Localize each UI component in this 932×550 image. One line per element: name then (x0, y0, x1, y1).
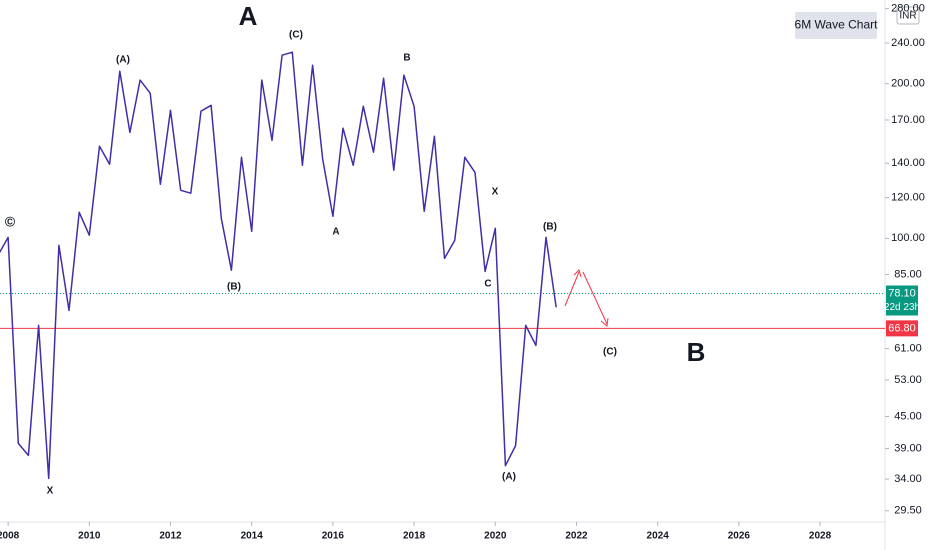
y-tick-label: 240.00 (891, 37, 925, 49)
price-label: 66.80 (888, 322, 916, 334)
x-tick-label: 2012 (159, 531, 182, 542)
y-tick-label: 200.00 (891, 78, 925, 90)
x-tick-label: 2014 (241, 531, 264, 542)
price-label: 78.10 (888, 287, 916, 299)
wave-label: X (47, 486, 54, 497)
price-line-series (0, 51, 557, 480)
wave-label: A (239, 1, 258, 31)
x-tick-label: 2008 (0, 531, 20, 542)
wave-label: (C) (603, 347, 617, 358)
x-tick-label: 2026 (728, 531, 751, 542)
y-tick-label: 280.00 (891, 3, 925, 15)
y-tick-label: 45.00 (894, 410, 922, 422)
wave-label: X (492, 187, 499, 198)
price-label-box (886, 320, 918, 337)
currency-box (896, 6, 920, 25)
price-label-box (886, 285, 918, 316)
wave-label: (A) (502, 472, 516, 483)
x-tick-label: 2018 (403, 531, 426, 542)
x-tick-label: 2020 (484, 531, 507, 542)
wave-label: (B) (227, 282, 241, 293)
x-tick-label: 2010 (78, 531, 101, 542)
y-tick-label: 53.00 (894, 374, 922, 386)
wave-label: B (403, 53, 410, 64)
arrow-head (573, 269, 582, 278)
chart-label-box (795, 12, 877, 39)
y-tick-label: 140.00 (891, 157, 925, 169)
x-tick-label: 2024 (647, 531, 670, 542)
y-tick-label: 100.00 (891, 232, 925, 244)
arrow-head (600, 317, 609, 327)
x-tick-label: 2016 (322, 531, 345, 542)
wave-label: (B) (543, 222, 557, 233)
wave-label: B (687, 337, 706, 367)
wave-label: (A) (116, 55, 130, 66)
projection-arrows (564, 269, 609, 327)
wave-label: (C) (289, 30, 303, 41)
y-tick-label: 120.00 (891, 192, 925, 204)
wave-label: A (332, 227, 339, 238)
y-tick-label: 85.00 (894, 269, 922, 281)
currency: INR (899, 11, 916, 22)
y-tick-label: 39.00 (894, 442, 922, 454)
wave-label: C (484, 279, 491, 290)
y-tick-label: 61.00 (894, 343, 922, 355)
y-tick-label: 29.50 (894, 505, 922, 517)
wave-label: © (5, 214, 16, 230)
x-tick-label: 2022 (565, 531, 588, 542)
y-tick-label: 34.00 (894, 473, 922, 485)
y-tick-label: 170.00 (891, 114, 925, 126)
projection-arrow-up (564, 271, 580, 307)
chart-label: 6M Wave Chart (795, 18, 879, 32)
x-tick-label: 2028 (809, 531, 832, 542)
projection-arrow-down (582, 271, 608, 325)
price-countdown: 22d 23h (884, 302, 920, 313)
